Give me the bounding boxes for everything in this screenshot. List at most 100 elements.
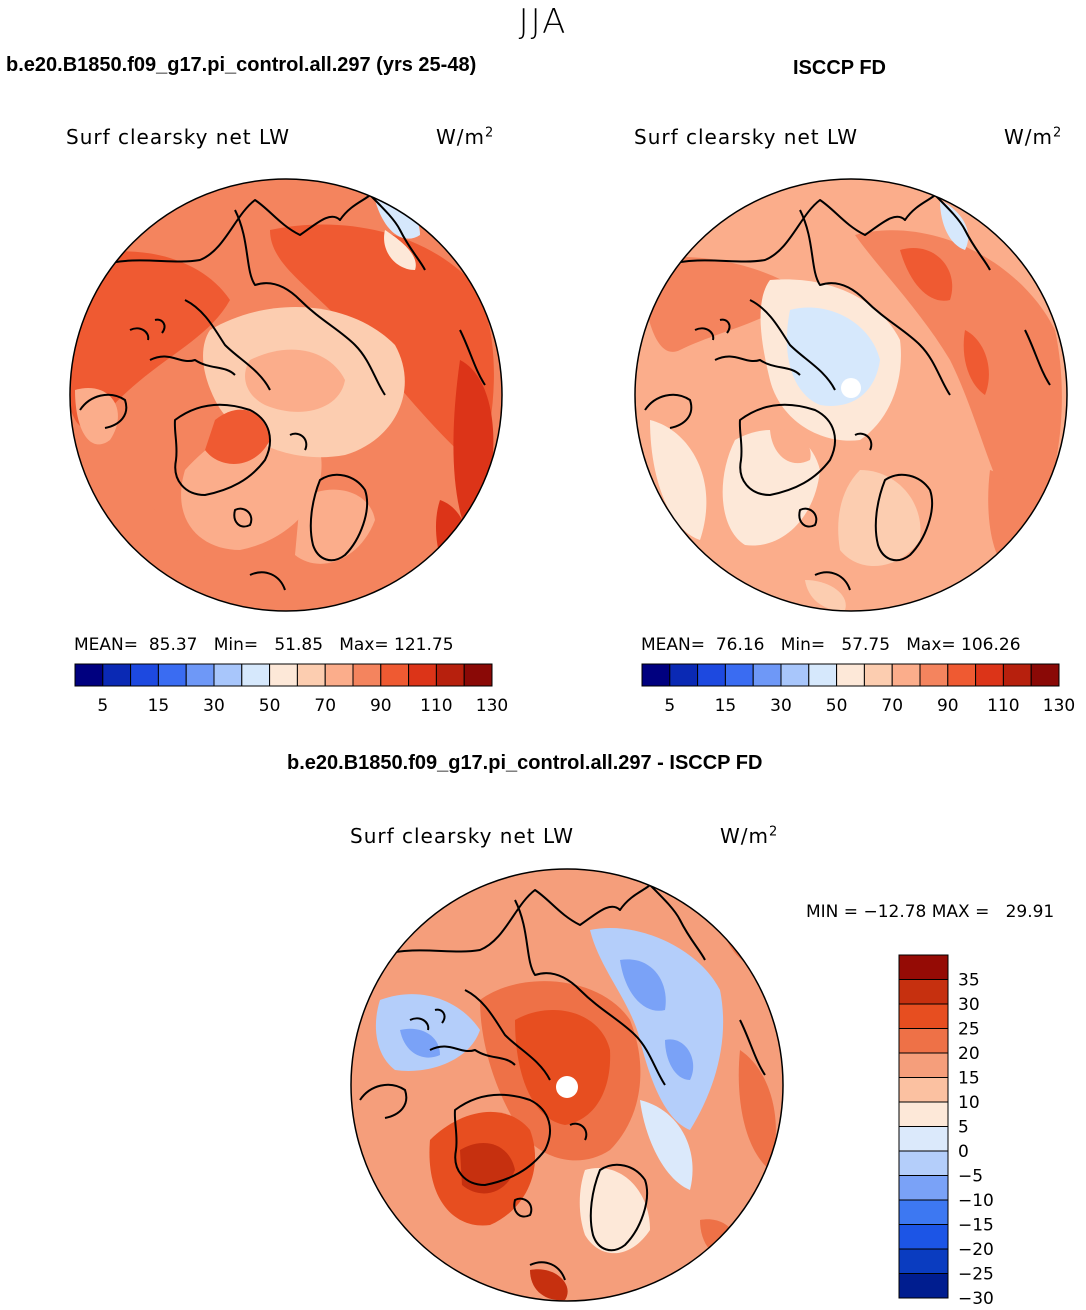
left-stats: MEAN= 85.37 Min= 51.85 Max= 121.75	[74, 635, 454, 655]
left-panel-title: b.e20.B1850.f09_g17.pi_control.all.297 (…	[6, 54, 477, 76]
left-min-value: 51.85	[274, 635, 324, 655]
right-colorbar-swatch	[947, 663, 977, 687]
left-colorbar: 5 15 30 50 70 90 110 130	[74, 663, 508, 716]
left-field-patch	[205, 409, 270, 464]
diff-colorbar-swatch	[898, 1101, 949, 1127]
right-colorbar-swatch	[697, 663, 726, 687]
right-colorbar-swatch	[836, 663, 865, 687]
diff-colorbar-tick-label: 30	[958, 995, 980, 1015]
right-field-patch	[770, 429, 811, 464]
diff-map-border	[350, 868, 784, 1302]
right-field-patch	[650, 420, 707, 540]
left-colorbar-swatch	[130, 663, 159, 687]
right-colorbar-tick-label: 50	[826, 696, 848, 716]
diff-colorbar-tick-label: −25	[958, 1265, 994, 1285]
diff-colorbar-swatch	[898, 1003, 949, 1029]
left-colorbar-tick-label: 70	[314, 696, 336, 716]
right-map-border	[634, 178, 1068, 612]
right-min-value: 57.75	[841, 635, 891, 655]
right-colorbar-tick-label: 30	[770, 696, 792, 716]
left-colorbar-tick-label: 30	[203, 696, 225, 716]
right-field-patch	[900, 248, 953, 301]
right-units-label: W/m2	[1004, 125, 1063, 149]
left-colorbar-tick-label: 110	[420, 696, 452, 716]
right-polar-map	[634, 178, 1068, 612]
left-colorbar-tick-label: 15	[148, 696, 170, 716]
right-colorbar-swatch	[808, 663, 838, 687]
left-colorbar-swatch	[213, 663, 243, 687]
diff-coastlines	[359, 884, 766, 1281]
diff-polar-map	[350, 868, 784, 1302]
diff-colorbar-swatch	[898, 979, 949, 1005]
left-colorbar-swatch	[269, 663, 298, 687]
right-colorbar-tick-label: 130	[1043, 696, 1075, 716]
diff-field-patch	[620, 959, 666, 1011]
season-title: JJA	[518, 2, 568, 42]
left-colorbar-swatch	[408, 663, 437, 687]
left-colorbar-swatch	[102, 663, 132, 687]
left-field-patch	[384, 230, 416, 270]
right-coastlines	[644, 194, 1051, 591]
right-field-patch	[805, 580, 846, 611]
diff-colorbar-tick-label: 25	[958, 1020, 980, 1040]
left-units-label: W/m2	[436, 125, 495, 149]
left-coastlines	[79, 194, 486, 591]
left-field-patch	[110, 470, 260, 602]
left-colorbar-swatch	[157, 663, 187, 687]
left-field-patch	[375, 199, 420, 239]
diff-colorbar-tick-label: −30	[958, 1289, 994, 1309]
diff-colorbar-swatch	[898, 1150, 949, 1176]
right-colorbar-swatch	[919, 663, 949, 687]
right-colorbar-swatch	[641, 663, 671, 687]
right-colorbar-tick-label: 15	[715, 696, 737, 716]
right-field-patch	[838, 470, 921, 567]
diff-colorbar-swatch	[898, 1248, 949, 1274]
diff-variable-label: Surf clearsky net LW	[350, 824, 575, 848]
left-colorbar-swatch	[435, 663, 465, 687]
diff-colorbar-tick-label: 10	[958, 1093, 980, 1113]
left-colorbar-swatch	[185, 663, 215, 687]
right-colorbar-swatch	[780, 663, 810, 687]
right-colorbar-swatch	[669, 663, 699, 687]
diff-field-patch	[579, 1168, 650, 1254]
diff-field-patch	[375, 994, 480, 1071]
right-stats: MEAN= 76.16 Min= 57.75 Max= 106.26	[641, 635, 1021, 655]
right-colorbar-tick-label: 5	[664, 696, 675, 716]
left-colorbar-swatch	[324, 663, 354, 687]
right-colorbar: 5 15 30 50 70 90 110 130	[641, 663, 1075, 716]
diff-colorbar-tick-label: 20	[958, 1044, 980, 1064]
left-colorbar-swatch	[74, 663, 104, 687]
left-colorbar-tick-label: 90	[370, 696, 392, 716]
diff-colorbar-swatch	[898, 1175, 949, 1201]
diff-pole-hole	[556, 1076, 578, 1098]
left-max-value: 121.75	[394, 635, 454, 655]
left-polar-map	[69, 178, 503, 612]
diff-colorbar-tick-label: 5	[958, 1118, 969, 1138]
right-colorbar-swatch	[891, 663, 921, 687]
diff-colorbar-swatch	[898, 1052, 949, 1078]
right-colorbar-swatch	[1002, 663, 1032, 687]
diff-colorbar-tick-label: 35	[958, 971, 980, 991]
diff-colorbar-swatch	[898, 954, 949, 980]
right-colorbar-swatch	[752, 663, 782, 687]
right-pole-hole	[841, 378, 861, 398]
left-colorbar-tick-label: 5	[97, 696, 108, 716]
diff-colorbar-swatch	[898, 1273, 949, 1299]
diff-field-patch	[515, 1010, 611, 1125]
left-field-patch	[245, 349, 345, 412]
right-field-patch	[855, 230, 1062, 540]
diff-field-patch	[400, 1028, 440, 1058]
diff-colorbar-swatch	[898, 1077, 949, 1103]
right-colorbar-tick-label: 110	[987, 696, 1019, 716]
diff-colorbar-tick-label: −5	[958, 1167, 983, 1187]
diff-colorbar-tick-label: −10	[958, 1191, 994, 1211]
diff-colorbar-swatch	[898, 1126, 949, 1152]
left-colorbar-swatch	[241, 663, 271, 687]
right-max-value: 106.26	[961, 635, 1021, 655]
diff-colorbar-tick-label: −15	[958, 1216, 994, 1236]
left-colorbar-swatch	[463, 663, 493, 687]
left-colorbar-swatch	[296, 663, 326, 687]
right-colorbar-swatch	[975, 663, 1004, 687]
diff-colorbar-tick-label: 0	[958, 1142, 969, 1162]
